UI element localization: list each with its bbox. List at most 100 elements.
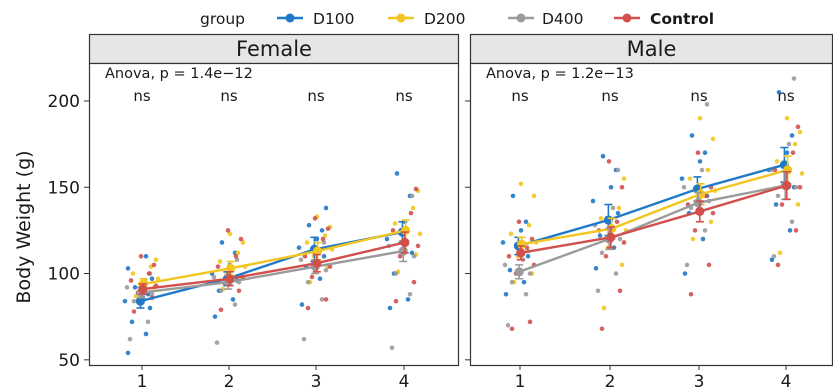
data-point-d400 bbox=[131, 298, 137, 304]
data-point-d400 bbox=[411, 253, 417, 259]
data-point-d400 bbox=[149, 291, 155, 297]
data-point-d200 bbox=[621, 176, 627, 181]
significance-label: ns bbox=[395, 87, 413, 105]
data-point-control bbox=[305, 305, 311, 311]
data-point-d100 bbox=[323, 205, 329, 211]
data-point-d200 bbox=[797, 129, 803, 135]
data-point-control bbox=[408, 210, 414, 216]
y-axis-label: Body Weight (g) bbox=[13, 150, 35, 303]
data-point-d400 bbox=[595, 288, 601, 294]
mean-marker-d200 bbox=[696, 189, 706, 199]
data-point-d100 bbox=[702, 150, 708, 156]
data-point-d200 bbox=[153, 257, 159, 263]
data-point-d400 bbox=[684, 262, 690, 268]
data-point-d400 bbox=[681, 184, 687, 190]
data-point-d400 bbox=[791, 76, 797, 81]
significance-label: ns bbox=[220, 87, 238, 105]
data-point-d100 bbox=[700, 236, 706, 242]
data-point-control bbox=[131, 309, 137, 314]
data-point-d100 bbox=[776, 90, 782, 95]
data-point-d400 bbox=[505, 323, 511, 328]
data-point-control bbox=[529, 236, 535, 242]
data-point-d100 bbox=[319, 228, 325, 233]
data-point-d400 bbox=[319, 297, 325, 302]
data-point-control bbox=[710, 210, 716, 216]
mean-marker-d200 bbox=[226, 263, 236, 273]
legend-label-d400: D400 bbox=[542, 10, 584, 28]
data-point-d400 bbox=[509, 279, 515, 285]
data-point-d100 bbox=[145, 291, 151, 297]
data-point-d100 bbox=[321, 253, 327, 259]
data-point-d100 bbox=[597, 233, 603, 238]
data-point-d200 bbox=[774, 159, 780, 164]
data-point-d100 bbox=[143, 253, 149, 259]
mean-marker-d400 bbox=[693, 198, 703, 208]
data-point-d200 bbox=[240, 240, 246, 245]
mean-line-d100 bbox=[518, 163, 785, 248]
data-point-control bbox=[617, 288, 623, 294]
data-point-d400 bbox=[321, 240, 327, 245]
data-point-d400 bbox=[124, 285, 130, 290]
data-point-d400 bbox=[789, 219, 795, 225]
data-point-d100 bbox=[387, 305, 393, 311]
legend-label-d200: D200 bbox=[424, 10, 466, 28]
data-point-d400 bbox=[407, 291, 413, 297]
mean-marker-control bbox=[225, 274, 235, 284]
plot-area bbox=[469, 62, 833, 367]
y-tick-label: 150 bbox=[48, 178, 80, 198]
data-point-d400 bbox=[502, 262, 508, 268]
data-point-d100 bbox=[593, 266, 599, 271]
mean-marker-control bbox=[400, 237, 410, 248]
data-point-d100 bbox=[787, 228, 793, 233]
significance-label: ns bbox=[601, 87, 619, 105]
x-tick-label: 4 bbox=[399, 372, 410, 389]
data-point-d200 bbox=[598, 216, 604, 221]
legend-marker-d400 bbox=[516, 13, 526, 23]
data-point-control bbox=[775, 262, 781, 268]
data-point-d200 bbox=[227, 231, 233, 237]
data-point-d100 bbox=[129, 319, 135, 325]
data-point-control bbox=[413, 186, 419, 192]
data-point-d200 bbox=[217, 259, 223, 264]
data-point-control bbox=[599, 326, 605, 332]
mean-marker-d400 bbox=[398, 246, 408, 256]
data-point-control bbox=[415, 243, 421, 249]
data-point-d400 bbox=[305, 279, 311, 285]
legend-marker-d100 bbox=[285, 13, 295, 23]
x-tick-label: 1 bbox=[137, 372, 148, 389]
plot-area bbox=[88, 62, 460, 367]
data-point-d100 bbox=[394, 171, 400, 176]
data-point-d400 bbox=[775, 193, 781, 199]
data-point-control bbox=[614, 219, 620, 225]
data-point-d200 bbox=[235, 250, 241, 256]
legend-marker-control bbox=[622, 13, 632, 23]
data-point-d200 bbox=[130, 271, 136, 276]
mean-marker-control bbox=[312, 258, 322, 268]
mean-marker-control bbox=[606, 232, 616, 242]
mean-line-control bbox=[520, 184, 788, 255]
data-point-d200 bbox=[795, 202, 801, 207]
data-point-control bbox=[706, 262, 712, 268]
legend-label-control: Control bbox=[650, 10, 714, 28]
data-point-d100 bbox=[299, 302, 305, 307]
data-point-d100 bbox=[679, 176, 685, 181]
data-point-d400 bbox=[409, 193, 415, 199]
significance-label: ns bbox=[511, 87, 529, 105]
data-point-d100 bbox=[615, 210, 621, 216]
data-point-d200 bbox=[710, 136, 716, 142]
legend-label-d100: D100 bbox=[313, 10, 355, 28]
data-point-control bbox=[603, 253, 609, 259]
x-tick-label: 4 bbox=[781, 372, 792, 389]
data-point-d400 bbox=[793, 184, 799, 190]
data-point-d100 bbox=[296, 245, 302, 250]
data-point-d400 bbox=[389, 345, 395, 351]
data-point-d200 bbox=[616, 205, 622, 211]
data-point-d400 bbox=[298, 257, 304, 263]
significance-label: ns bbox=[777, 87, 795, 105]
data-point-d400 bbox=[127, 336, 133, 342]
data-point-control bbox=[411, 279, 417, 285]
data-point-control bbox=[233, 253, 239, 259]
mean-line-d200 bbox=[521, 168, 788, 246]
data-point-d200 bbox=[410, 205, 416, 211]
data-point-d200 bbox=[518, 181, 524, 187]
